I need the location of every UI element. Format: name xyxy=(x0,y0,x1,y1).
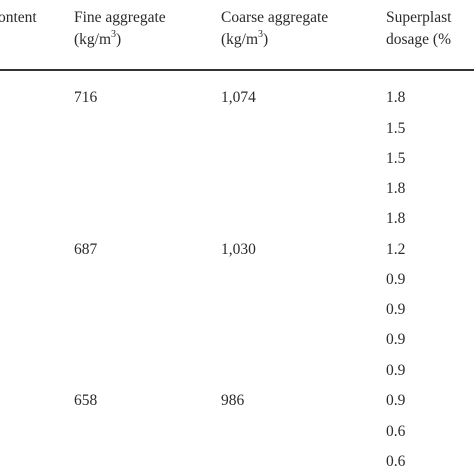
fine-aggregate-cell: 687 xyxy=(74,241,98,258)
header-coarse-aggregate-line2: (kg/m3) xyxy=(221,28,269,48)
superplasticizer-cell: 1.8 xyxy=(386,89,406,106)
superplasticizer-cell: 1.8 xyxy=(386,210,406,227)
header-fine-aggregate-line1: Fine aggregate xyxy=(74,9,166,26)
superplasticizer-cell: 1.5 xyxy=(386,120,406,137)
header-fine-aggregate-line2: (kg/m3) xyxy=(74,28,122,48)
coarse-aggregate-cell: 986 xyxy=(221,392,245,409)
superplasticizer-cell: 0.9 xyxy=(386,271,406,288)
header-cement-content: ontent xyxy=(0,10,37,26)
header-superplasticizer-dosage: Superplast dosage (% xyxy=(386,10,451,47)
superplasticizer-cell: 0.9 xyxy=(386,392,406,409)
superplasticizer-cell: 0.6 xyxy=(386,453,406,470)
superplasticizer-cell: 0.9 xyxy=(386,301,406,318)
header-superplasticizer-line1: Superplast xyxy=(386,9,452,26)
superplasticizer-cell: 1.5 xyxy=(386,150,406,167)
superplasticizer-cell: 0.9 xyxy=(386,331,406,348)
superplasticizer-cell: 1.2 xyxy=(386,241,406,258)
header-cement-content-line1: ontent xyxy=(0,9,37,26)
coarse-aggregate-cell: 1,074 xyxy=(221,89,256,106)
header-coarse-aggregate: Coarse aggregate (kg/m3) xyxy=(221,10,328,47)
superplasticizer-cell: 0.6 xyxy=(386,423,406,440)
coarse-aggregate-cell: 1,030 xyxy=(221,241,256,258)
fine-aggregate-cell: 658 xyxy=(74,392,98,409)
header-coarse-aggregate-line1: Coarse aggregate xyxy=(221,9,329,26)
header-fine-aggregate: Fine aggregate (kg/m3) xyxy=(74,10,166,47)
header-rule xyxy=(0,69,474,71)
superplasticizer-cell: 1.8 xyxy=(386,180,406,197)
fine-aggregate-cell: 716 xyxy=(74,89,98,106)
header-superplasticizer-line2: dosage (% xyxy=(386,30,451,48)
superplasticizer-cell: 0.9 xyxy=(386,362,406,379)
